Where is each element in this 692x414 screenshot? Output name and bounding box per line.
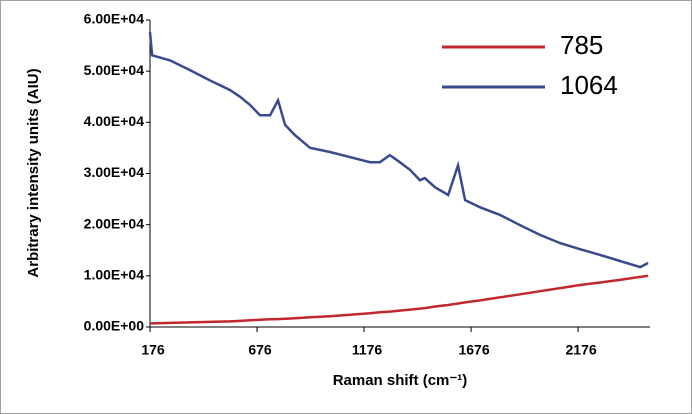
x-tick-label: 176: [141, 342, 165, 358]
y-tick-label: 4.00E+04: [84, 113, 145, 129]
series-line: [148, 32, 649, 269]
x-tick-label: 1676: [458, 342, 489, 358]
legend-label: 1064: [560, 70, 618, 100]
y-tick-label: 0.00E+00: [84, 318, 145, 334]
y-tick-label: 2.00E+04: [84, 215, 145, 231]
x-tick-label: 2176: [566, 342, 597, 358]
x-tick-label: 676: [248, 342, 272, 358]
x-axis-title: Raman shift (cm⁻¹): [333, 372, 468, 389]
x-tick-label: 1176: [352, 342, 383, 358]
y-tick-label: 6.00E+04: [84, 11, 145, 27]
legend-label: 785: [560, 30, 603, 60]
y-tick-label: 5.00E+04: [84, 62, 145, 78]
y-axis-title: Arbitrary intensity units (AIU): [25, 68, 42, 277]
series-line: [150, 274, 649, 325]
y-tick-label: 3.00E+04: [84, 164, 145, 180]
y-tick-label: 1.00E+04: [84, 267, 145, 283]
